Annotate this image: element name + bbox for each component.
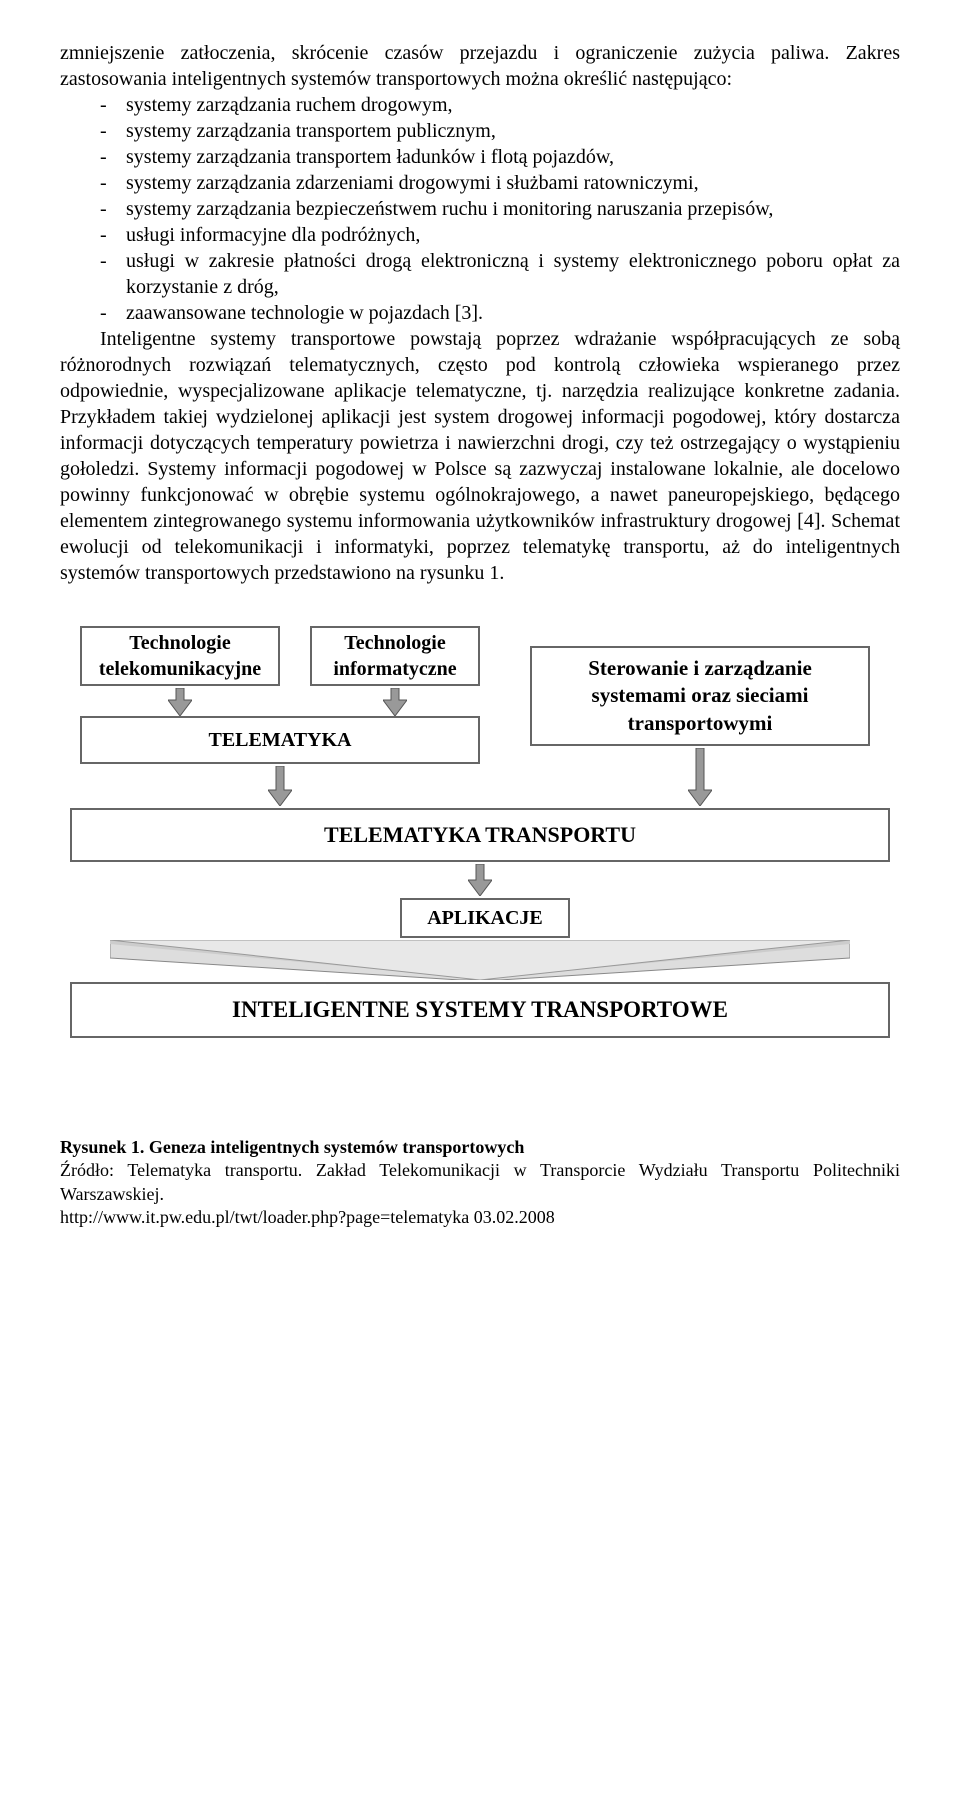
caption-source2: http://www.it.pw.edu.pl/twt/loader.php?p… xyxy=(60,1206,900,1229)
box-telecom-label: Technologie telekomunikacyjne xyxy=(92,630,268,682)
box-its: INTELIGENTNE SYSTEMY TRANSPORTOWE xyxy=(70,982,890,1038)
caption-source1: Źródło: Telematyka transportu. Zakład Te… xyxy=(60,1159,900,1206)
box-telematyka: TELEMATYKA xyxy=(80,716,480,764)
list-item: systemy zarządzania transportem publiczn… xyxy=(110,118,900,144)
caption-title: Rysunek 1. Geneza inteligentnych systemó… xyxy=(60,1136,900,1159)
paragraph-lead: zmniejszenie zatłoczenia, skrócenie czas… xyxy=(60,40,900,92)
box-it-label: Technologie informatyczne xyxy=(322,630,468,682)
box-sterowanie-label: Sterowanie i zarządzanie systemami oraz … xyxy=(542,655,858,737)
list-item: systemy zarządzania zdarzeniami drogowym… xyxy=(110,170,900,196)
box-tel-transport-label: TELEMATYKA TRANSPORTU xyxy=(324,821,636,850)
paragraph-body: Inteligentne systemy transportowe powsta… xyxy=(60,326,900,586)
list-item: usługi w zakresie płatności drogą elektr… xyxy=(110,248,900,300)
box-it: Technologie informatyczne xyxy=(310,626,480,686)
list-item: systemy zarządzania ruchem drogowym, xyxy=(110,92,900,118)
box-aplikacje-label: APLIKACJE xyxy=(427,905,543,931)
box-telecom: Technologie telekomunikacyjne xyxy=(80,626,280,686)
arrow-sterowanie-down xyxy=(688,748,712,813)
bullet-list: systemy zarządzania ruchem drogowym, sys… xyxy=(60,92,900,326)
list-item: usługi informacyjne dla podróżnych, xyxy=(110,222,900,248)
figure-caption: Rysunek 1. Geneza inteligentnych systemó… xyxy=(60,1136,900,1230)
diagram-container: Technologie telekomunikacyjne Technologi… xyxy=(60,626,900,1106)
box-its-label: INTELIGENTNE SYSTEMY TRANSPORTOWE xyxy=(232,995,728,1025)
arrow-telematyka-down xyxy=(268,766,292,813)
box-sterowanie: Sterowanie i zarządzanie systemami oraz … xyxy=(530,646,870,746)
box-telematyka-label: TELEMATYKA xyxy=(209,727,352,753)
list-item: systemy zarządzania bezpieczeństwem ruch… xyxy=(110,196,900,222)
arrow-wide-aplikacje xyxy=(110,940,850,980)
box-aplikacje: APLIKACJE xyxy=(400,898,570,938)
list-item: zaawansowane technologie w pojazdach [3]… xyxy=(110,300,900,326)
box-tel-transport: TELEMATYKA TRANSPORTU xyxy=(70,808,890,862)
list-item: systemy zarządzania transportem ładunków… xyxy=(110,144,900,170)
